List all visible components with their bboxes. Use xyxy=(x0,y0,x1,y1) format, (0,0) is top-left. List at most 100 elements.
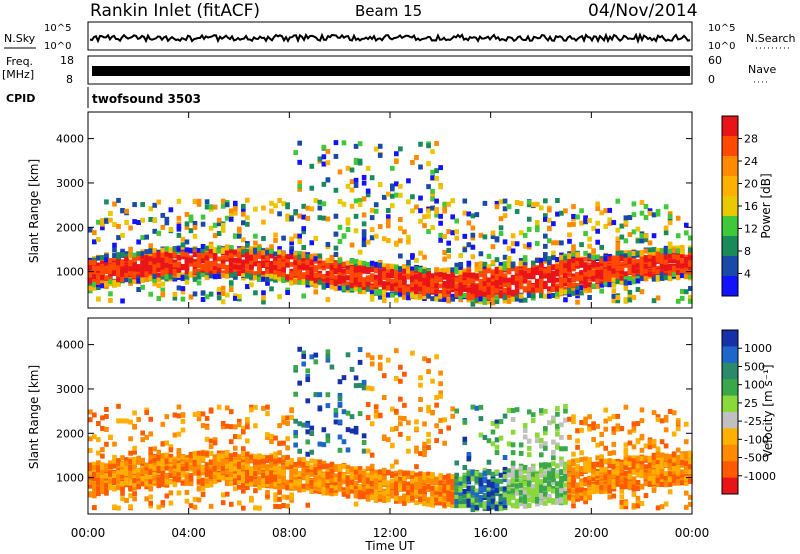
echo-cell xyxy=(510,262,516,268)
echo-cell xyxy=(559,265,564,271)
echo-cell xyxy=(446,201,451,207)
echo-cell xyxy=(241,505,246,511)
echo-cell xyxy=(587,268,592,274)
echo-cell xyxy=(132,491,137,497)
echo-cell xyxy=(398,253,403,259)
echo-cell xyxy=(92,412,97,418)
echo-cell xyxy=(96,473,101,479)
echo-cell xyxy=(599,266,605,272)
noise-tick-low-left: 10^0 xyxy=(44,41,71,52)
echo-cell xyxy=(245,261,250,267)
echo-cell xyxy=(406,291,411,297)
echo-cell xyxy=(212,465,218,471)
echo-cell xyxy=(361,174,367,180)
echo-cell xyxy=(297,180,303,186)
echo-cell xyxy=(563,281,568,287)
echo-cell xyxy=(506,263,512,269)
echo-cell xyxy=(92,481,97,487)
echo-cell xyxy=(148,243,154,249)
echo-cell xyxy=(337,471,343,477)
echo-cell xyxy=(112,242,117,248)
echo-cell xyxy=(289,479,294,485)
echo-cell xyxy=(639,289,645,295)
echo-cell xyxy=(216,286,222,292)
echo-cell xyxy=(361,289,367,295)
echo-cell xyxy=(245,473,250,479)
echo-cell xyxy=(148,451,154,457)
echo-cell xyxy=(506,285,512,291)
echo-cell xyxy=(192,470,198,476)
echo-cell xyxy=(249,264,254,270)
echo-cell xyxy=(611,263,617,269)
echo-cell xyxy=(498,271,504,277)
echo-cell xyxy=(490,281,496,287)
echo-cell xyxy=(236,478,242,484)
echo-cell xyxy=(547,286,552,292)
echo-cell xyxy=(369,277,375,283)
echo-cell xyxy=(506,278,512,284)
echo-cell xyxy=(643,233,649,239)
echo-cell xyxy=(281,455,286,461)
echo-cell xyxy=(325,403,331,409)
echo-cell xyxy=(337,392,343,398)
echo-cell xyxy=(164,493,170,499)
echo-cell xyxy=(249,466,254,472)
echo-cell xyxy=(204,251,210,257)
echo-cell xyxy=(228,245,234,251)
echo-cell xyxy=(522,286,528,292)
echo-cell xyxy=(184,466,190,472)
echo-cell xyxy=(104,253,109,259)
echo-cell xyxy=(466,242,472,248)
echo-cell xyxy=(104,441,109,447)
echo-cell xyxy=(96,450,101,456)
echo-cell xyxy=(442,292,447,298)
echo-cell xyxy=(281,479,286,485)
echo-cell xyxy=(112,247,117,253)
echo-cell xyxy=(377,279,383,285)
echo-cell xyxy=(555,257,560,263)
echo-cell xyxy=(422,294,427,300)
echo-cell xyxy=(192,496,198,502)
echo-cell xyxy=(265,249,270,255)
echo-cell xyxy=(341,282,347,288)
echo-cell xyxy=(236,434,242,440)
echo-cell xyxy=(422,273,427,279)
echo-cell xyxy=(128,260,133,266)
echo-cell xyxy=(104,218,109,224)
echo-cell xyxy=(285,461,290,467)
echo-cell xyxy=(434,198,439,204)
echo-cell xyxy=(555,259,560,265)
echo-cell xyxy=(317,392,323,398)
echo-cell xyxy=(357,282,363,288)
echo-cell xyxy=(381,292,387,298)
echo-cell xyxy=(337,264,343,270)
echo-cell xyxy=(152,460,158,466)
echo-cell xyxy=(293,461,298,467)
echo-cell xyxy=(176,455,182,461)
echo-cell xyxy=(667,258,673,264)
echo-cell xyxy=(261,256,266,262)
echo-cell xyxy=(333,412,339,418)
echo-cell xyxy=(196,416,202,422)
echo-cell xyxy=(390,269,395,275)
echo-cell xyxy=(273,466,278,472)
echo-cell xyxy=(333,281,339,287)
echo-cell xyxy=(446,274,451,280)
echo-cell xyxy=(144,484,149,490)
echo-cell xyxy=(172,482,178,488)
echo-cell xyxy=(317,199,323,205)
echo-cell xyxy=(176,431,182,437)
echo-cell xyxy=(538,262,544,268)
echo-cell xyxy=(313,253,319,259)
echo-cell xyxy=(510,278,516,284)
echo-cell xyxy=(305,398,311,404)
echo-cell xyxy=(297,486,303,492)
echo-cell xyxy=(361,277,367,283)
echo-cell xyxy=(269,474,274,480)
echo-cell xyxy=(458,277,464,283)
echo-cell xyxy=(454,269,460,275)
echo-cell xyxy=(345,480,351,486)
echo-cell xyxy=(353,429,359,435)
echo-cell xyxy=(317,156,323,162)
echo-cell xyxy=(204,255,210,261)
